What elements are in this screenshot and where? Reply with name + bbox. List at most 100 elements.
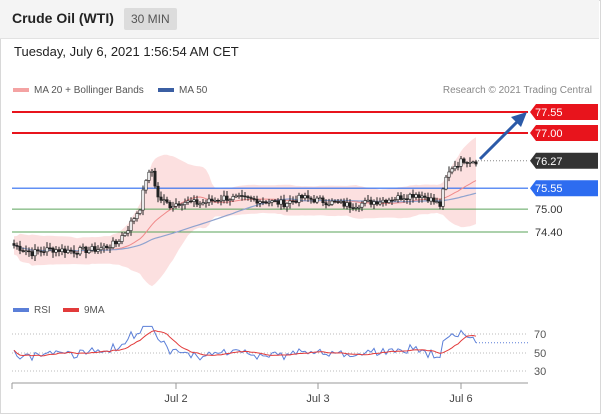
level-tag-77.55	[530, 104, 598, 120]
candle-body	[219, 199, 223, 202]
candle-body	[135, 213, 139, 219]
candle-body	[315, 197, 319, 203]
candle-body	[324, 202, 328, 206]
candle-body	[120, 235, 124, 242]
level-label-77.00: 77.00	[535, 128, 563, 140]
candle-body	[159, 196, 163, 201]
candle-body	[291, 200, 295, 203]
candle-body	[54, 249, 58, 253]
candle-body	[180, 204, 184, 206]
candle-body	[276, 200, 280, 205]
widget-header: Crude Oil (WTI) 30 MIN	[0, 0, 599, 39]
candle-body	[186, 200, 190, 203]
candle-body	[378, 201, 382, 205]
bollinger-band-area	[14, 137, 476, 287]
level-label-77.55: 77.55	[535, 107, 563, 119]
candle-body	[150, 170, 154, 173]
candle-body	[192, 199, 196, 202]
candle-body	[375, 201, 379, 205]
candle-body	[288, 200, 292, 204]
rsi-lines	[13, 325, 528, 362]
x-axis-label-jul2: Jul 2	[164, 393, 187, 405]
candle-body	[264, 201, 268, 204]
candle-body	[210, 198, 214, 202]
candle-body	[321, 197, 325, 203]
candle-body	[372, 201, 376, 205]
candle-body	[30, 251, 34, 257]
candle-body	[204, 202, 208, 204]
candle-body	[426, 197, 430, 202]
candle-body	[306, 195, 310, 199]
candle-body	[66, 249, 70, 253]
candle-body	[126, 230, 130, 234]
candle-body	[330, 200, 334, 205]
candle-body	[231, 196, 235, 201]
candle-body	[252, 198, 256, 200]
legend-label-ma20: MA 20 + Bollinger Bands	[34, 85, 144, 96]
candle-body	[84, 246, 88, 254]
candle-body	[102, 245, 106, 249]
candle-body	[132, 218, 136, 222]
candle-body	[24, 250, 28, 253]
candle-body	[138, 209, 142, 214]
candle-body	[351, 207, 355, 209]
candle-body	[423, 195, 427, 198]
candle-body	[243, 195, 247, 198]
candle-body	[42, 251, 46, 253]
forecast-arrow-head	[511, 112, 527, 127]
candle-body	[414, 194, 418, 198]
candle-body	[78, 247, 82, 255]
candle-body	[90, 246, 94, 251]
rsi-line	[13, 325, 477, 362]
candle-body	[471, 161, 475, 164]
timeframe-badge[interactable]: 30 MIN	[124, 8, 177, 30]
candle-body	[225, 195, 229, 201]
timestamp: Tuesday, July 6, 2021 1:56:54 AM CET	[14, 44, 239, 59]
candle-body	[444, 176, 448, 190]
candle-body	[114, 240, 118, 245]
level-tag-75.55	[530, 180, 598, 197]
bollinger-band	[14, 137, 476, 287]
candle-body	[213, 200, 217, 202]
candle-body	[258, 201, 262, 204]
candle-body	[318, 197, 322, 200]
level-label-74.40: 74.40	[535, 227, 563, 239]
candle-body	[240, 195, 244, 197]
candle-body	[33, 249, 37, 257]
candle-body	[399, 195, 403, 200]
candle-body	[441, 188, 445, 207]
candle-body	[450, 168, 454, 173]
candle-body	[285, 203, 289, 208]
rsi-tick-30: 30	[534, 366, 546, 378]
candle-body	[456, 166, 460, 168]
candle-body	[60, 248, 64, 252]
candle-body	[360, 202, 364, 208]
level-lines	[12, 111, 528, 233]
candle-body	[93, 246, 97, 252]
candle-body	[261, 201, 265, 203]
candle-body	[327, 204, 331, 206]
level-tag-77.00	[530, 124, 598, 141]
candle-body	[267, 202, 271, 204]
level-label-75.00: 75.00	[535, 204, 563, 216]
candle-body	[309, 197, 313, 200]
candle-body	[87, 249, 91, 253]
candle-body	[408, 194, 412, 200]
candle-body	[312, 199, 316, 203]
candle-body	[345, 202, 349, 207]
candle-body	[417, 194, 421, 198]
candle-body	[468, 162, 472, 164]
x-axis-label-jul6: Jul 6	[449, 393, 472, 405]
candle-body	[348, 202, 352, 208]
candle-body	[342, 201, 346, 207]
candle-body	[459, 158, 463, 167]
candle-body	[174, 203, 178, 207]
candle-body	[384, 199, 388, 203]
candle-body	[300, 195, 304, 199]
candle-body	[81, 246, 85, 249]
candle-body	[294, 200, 298, 203]
legend-swatch-9ma	[63, 308, 79, 312]
rsi-ma-line	[13, 330, 477, 357]
candle-body	[396, 195, 400, 200]
